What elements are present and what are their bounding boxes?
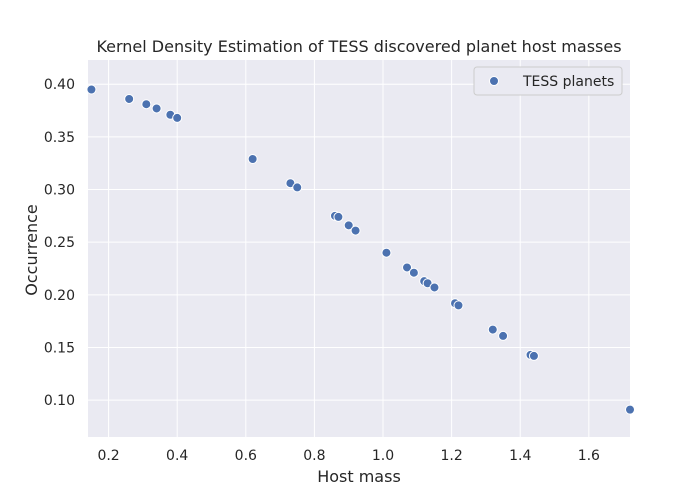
data-point — [124, 93, 135, 104]
y-tick-label: 0.35 — [44, 130, 75, 146]
data-point — [343, 220, 354, 231]
data-point — [487, 324, 498, 335]
x-tick-label: 1.4 — [509, 448, 531, 464]
data-point — [151, 103, 162, 114]
y-tick-label: 0.20 — [44, 288, 75, 304]
y-tick-label: 0.25 — [44, 235, 75, 251]
scatter-points — [86, 84, 635, 415]
data-point — [86, 84, 97, 95]
y-tick-labels: 0.10 0.15 0.20 0.25 0.30 0.35 0.40 — [44, 77, 75, 409]
legend: TESS planets — [473, 66, 623, 96]
legend-box — [473, 66, 623, 96]
x-tick-label: 0.6 — [235, 448, 257, 464]
data-point — [402, 262, 413, 273]
data-point — [528, 350, 539, 361]
x-tick-label: 0.4 — [166, 448, 188, 464]
y-tick-label: 0.15 — [44, 340, 75, 356]
data-point — [333, 211, 344, 222]
x-tick-label: 0.2 — [97, 448, 119, 464]
data-point — [408, 267, 419, 278]
legend-label-tess-planets: TESS planets — [522, 74, 614, 90]
plot-area — [88, 60, 630, 437]
data-point — [453, 300, 464, 311]
chart-title: Kernel Density Estimation of TESS discov… — [96, 37, 621, 56]
x-tick-label: 1.0 — [372, 448, 394, 464]
data-point — [292, 182, 303, 193]
data-point — [429, 282, 440, 293]
x-tick-labels: 0.2 0.4 0.6 0.8 1.0 1.2 1.4 1.6 — [97, 448, 600, 464]
y-tick-label: 0.10 — [44, 393, 75, 409]
y-tick-label: 0.30 — [44, 183, 75, 199]
data-point — [350, 225, 361, 236]
data-point — [381, 247, 392, 258]
data-point — [141, 99, 152, 110]
x-tick-label: 1.6 — [578, 448, 600, 464]
x-axis-title: Host mass — [317, 467, 401, 486]
y-tick-label: 0.40 — [44, 77, 75, 93]
y-axis-title: Occurrence — [22, 204, 41, 295]
data-point — [625, 404, 635, 415]
data-point — [172, 112, 183, 123]
x-tick-label: 1.2 — [440, 448, 462, 464]
legend-marker — [489, 76, 499, 86]
data-point — [247, 153, 258, 164]
x-tick-label: 0.8 — [303, 448, 325, 464]
grid-lines — [88, 60, 630, 437]
data-point — [498, 330, 509, 341]
